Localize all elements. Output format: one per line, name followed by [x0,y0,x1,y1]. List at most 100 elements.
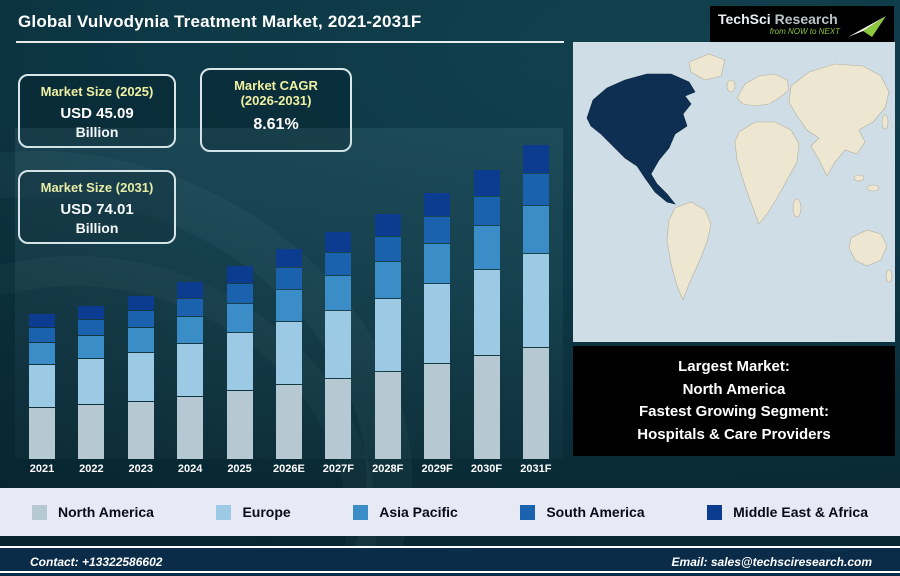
bar-segment-europe [127,353,154,401]
bar-segment-asia-pacific [226,304,253,332]
stat-title: Market CAGR [234,78,318,93]
stat-box-market-cagr: Market CAGR (2026-2031) 8.61% [200,68,352,152]
bar-segment-north-america [127,402,154,459]
bar-segment-europe [522,254,549,347]
bar-segment-europe [473,270,500,355]
bar-slot-2022: 2022 [68,306,114,476]
stat-title: (2026-2031) [240,92,312,108]
bar-chart-bars: 2021 2022 2023 2024 2025 2026E 2027F 2028F 2029F… [19,120,559,476]
world-map-svg [573,42,895,342]
bar-segment-south-america [374,237,401,261]
stacked-bar-2022 [78,306,105,459]
bar-slot-2026e: 2026E [266,249,312,476]
bar-slot-2021: 2021 [19,314,65,476]
stacked-bar-2030f [473,170,500,459]
x-axis-label: 2026E [273,463,305,475]
bar-segment-middle-east-africa [473,170,500,196]
bar-slot-2023: 2023 [118,296,164,476]
bar-segment-south-america [177,299,204,316]
legend-swatch [32,504,47,520]
bar-segment-north-america [325,379,352,459]
bar-segment-south-america [325,253,352,275]
x-axis-label: 2027F [322,463,354,475]
bar-segment-north-america [177,397,204,459]
bar-segment-europe [325,311,352,378]
fastest-growing-label: Fastest Growing Segment: [638,403,830,420]
stat-value: USD 45.09 [60,104,134,122]
techsci-research-logo: TechSci Research from NOW to NEXT [710,6,894,42]
stat-value: USD 74.01 [26,201,168,218]
legend-label: Europe [242,504,291,520]
bar-segment-middle-east-africa [127,296,154,310]
x-axis-label: 2023 [128,463,154,475]
bar-segment-middle-east-africa [424,193,451,216]
x-axis-label: 2028F [372,463,404,475]
stacked-bar-2023 [127,296,154,459]
title-underline [16,41,564,43]
stat-value: 8.61% [253,115,299,133]
map-madagascar [792,198,802,218]
bar-segment-middle-east-africa [29,314,55,327]
bar-slot-2027f: 2027F [315,232,361,476]
stat-box-market-size-2025: Market Size (2025) USD 45.09 Billion [18,74,176,148]
bar-segment-south-america [78,320,105,335]
logo-name-part2: Research [774,10,838,27]
logo-tagline: from NOW to NEXT [769,26,840,36]
bar-segment-north-america [424,364,451,459]
legend-item-asia-pacific: Asia Pacific [353,504,458,520]
bar-segment-europe [29,365,55,407]
bar-segment-europe [78,359,105,404]
footer-email: Email: sales@techsciresearch.com [671,555,872,569]
bar-segment-north-america [226,391,253,459]
stat-title: Market Size (2031) [26,180,168,196]
x-axis-label: 2025 [227,463,252,475]
bar-segment-asia-pacific [177,317,204,343]
footer-divider [0,571,900,573]
bar-segment-south-america [226,284,253,303]
footer-contact: Contact: +13322586602 [30,555,163,569]
legend-label: North America [58,504,154,520]
bar-segment-north-america [473,356,500,459]
fastest-growing-value: Hospitals & Care Providers [637,425,831,443]
stacked-bar-2031f [522,145,549,459]
bar-segment-middle-east-africa [374,214,401,236]
x-axis-label: 2030F [470,463,503,475]
bar-slot-2028f: 2028F [365,214,411,476]
map-south-america [666,201,712,301]
page-title: Global Vulvodynia Treatment Market, 2021… [18,12,422,31]
map-europe [736,73,790,107]
stacked-bar-2027f [325,232,352,459]
bar-segment-asia-pacific [78,336,105,358]
logo-name: TechSci Research [718,12,840,27]
bar-segment-europe [275,322,302,384]
bar-segment-south-america [127,311,154,327]
bar-segment-middle-east-africa [177,282,204,298]
legend-swatch [707,504,723,520]
legend-swatch [353,504,369,520]
stat-box-market-size-2031: Market Size (2031) USD 74.01 Billion [18,170,176,244]
legend-label: Asia Pacific [379,504,458,520]
legend-item-europe: Europe [216,504,291,520]
legend-item-north-america: North America [32,504,154,520]
map-new-zealand [885,269,893,283]
bar-slot-2025: 2025 [217,266,263,476]
bar-slot-2029f: 2029F [414,193,460,476]
bar-segment-asia-pacific [473,226,500,269]
map-greenland [688,53,726,81]
bar-slot-2031f: 2031F [513,145,559,476]
stat-unit: Billion [26,124,168,140]
bar-segment-asia-pacific [127,328,154,352]
bar-segment-middle-east-africa [226,266,253,283]
stat-unit: Billion [26,220,168,236]
map-africa [734,121,800,225]
bar-segment-middle-east-africa [522,145,549,173]
bar-segment-north-america [374,372,401,459]
x-axis-label: 2024 [177,463,203,475]
legend-swatch [216,504,232,520]
bar-segment-south-america [522,174,549,205]
map-southeast-asia-island [853,174,865,182]
bar-segment-middle-east-africa [275,249,302,267]
logo-text: TechSci Research from NOW to NEXT [718,12,840,36]
legend-swatch [520,504,536,520]
